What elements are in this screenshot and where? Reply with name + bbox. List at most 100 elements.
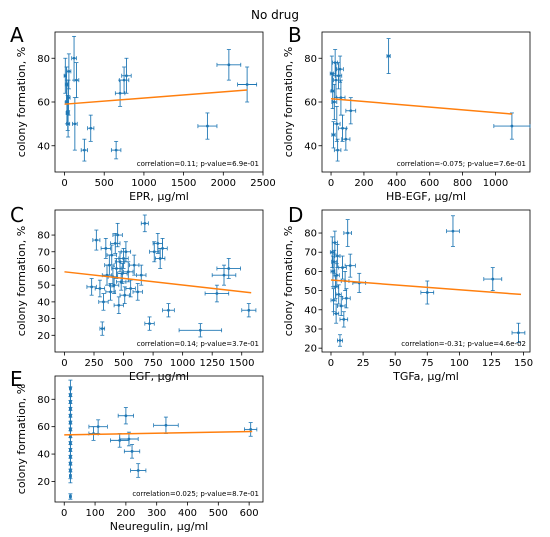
data-point: [511, 322, 526, 343]
data-point: [338, 114, 348, 142]
x-axis-label: EPR, μg/ml: [129, 190, 189, 203]
point-marker: [227, 267, 231, 270]
point-marker: [330, 250, 334, 254]
point-marker: [123, 293, 127, 297]
point-marker: [333, 241, 337, 245]
data-point: [144, 316, 155, 331]
axes-frame: [321, 209, 531, 353]
x-tick-label: 0: [328, 358, 334, 369]
point-marker: [119, 280, 123, 284]
data-point: [149, 241, 160, 263]
data-point: [493, 112, 531, 140]
point-marker: [73, 122, 77, 126]
point-marker: [127, 437, 131, 441]
data-point: [342, 288, 351, 309]
point-marker: [96, 425, 100, 429]
point-marker: [115, 267, 118, 270]
x-tick-label: 1500: [229, 358, 254, 369]
y-axis-label: colony formation, %: [282, 47, 295, 157]
point-marker: [161, 247, 164, 250]
x-tick-label: 100: [450, 358, 469, 369]
y-tick-label: 20: [37, 477, 50, 488]
y-tick-label: 70: [304, 248, 317, 259]
x-axis-label: Neuregulin, μg/ml: [110, 520, 209, 533]
correlation-annotation: correlation=-0.075; p-value=7.6e-01: [397, 160, 526, 168]
data-point: [211, 264, 237, 286]
x-axis-label: HB-EGF, μg/ml: [386, 190, 466, 203]
point-marker: [122, 257, 125, 260]
y-tick-label: 80: [37, 54, 50, 65]
point-marker: [247, 308, 251, 312]
point-marker: [124, 250, 128, 254]
data-point: [157, 237, 168, 259]
correlation-annotation: correlation=0.14; p-value=3.7e-01: [137, 340, 259, 348]
y-tick-label: 80: [37, 395, 50, 406]
correlation-annotation: correlation=0.025; p-value=8.7e-01: [132, 490, 259, 498]
point-marker: [348, 264, 352, 268]
point-marker: [102, 300, 105, 304]
data-point: [87, 114, 95, 142]
point-marker: [167, 308, 170, 312]
point-marker: [66, 122, 70, 126]
point-marker: [510, 124, 514, 128]
x-tick-label: 500: [114, 358, 133, 369]
y-tick-label: 60: [304, 267, 317, 278]
data-point: [216, 258, 241, 279]
fit-line: [64, 430, 253, 436]
x-tick-label: 75: [421, 358, 434, 369]
fit-line: [330, 97, 512, 115]
y-tick-label: 60: [304, 98, 317, 109]
point-marker: [336, 254, 339, 258]
point-marker: [349, 109, 353, 113]
data-point: [153, 416, 179, 434]
point-marker: [387, 54, 390, 58]
data-point: [119, 431, 139, 447]
panel-letter: C: [10, 203, 24, 227]
data-point: [129, 254, 140, 276]
panel-d: D 0 25 50 75 100 125 150 20 30 40 50 60 70 80 TGFa, μg/…: [282, 203, 533, 383]
data-point: [216, 49, 242, 81]
point-marker: [118, 91, 122, 95]
point-marker: [72, 56, 76, 60]
x-tick-label: 250: [84, 358, 103, 369]
data-point: [136, 264, 147, 286]
point-marker: [334, 78, 338, 82]
point-marker: [89, 126, 93, 130]
point-marker: [82, 148, 86, 152]
data-point: [337, 334, 343, 347]
data-point: [204, 284, 230, 303]
y-tick-label: 60: [37, 264, 50, 275]
data-point: [121, 57, 132, 94]
point-marker: [346, 231, 350, 235]
data-point: [123, 444, 141, 459]
y-tick-label: 50: [304, 286, 317, 297]
data-point: [117, 407, 134, 425]
point-marker: [98, 287, 102, 290]
data-point: [345, 97, 357, 125]
y-tick-label: 40: [37, 297, 50, 308]
point-marker: [69, 474, 72, 478]
point-marker: [94, 238, 98, 242]
y-tick-label: 40: [37, 141, 50, 152]
y-axis-label: colony formation, %: [282, 226, 295, 336]
point-marker: [339, 304, 343, 308]
point-marker: [143, 221, 147, 225]
point-marker: [120, 272, 124, 275]
data-point: [343, 219, 352, 247]
data-point: [331, 230, 338, 255]
data-point: [68, 493, 73, 500]
data-point: [125, 279, 136, 298]
fit-line: [330, 279, 522, 296]
y-axis-label: colony formation, %: [15, 384, 28, 494]
x-tick-label: 2500: [250, 178, 275, 189]
point-marker: [338, 339, 342, 342]
data-point: [120, 241, 132, 263]
panel-letter: D: [288, 203, 303, 227]
x-axis-label: TGFa, μg/ml: [392, 370, 459, 383]
data-point: [72, 97, 78, 151]
data-point: [140, 214, 149, 233]
point-marker: [332, 260, 336, 264]
data-point: [68, 468, 73, 484]
x-tick-label: 750: [144, 358, 163, 369]
x-tick-label: 100: [86, 508, 105, 519]
